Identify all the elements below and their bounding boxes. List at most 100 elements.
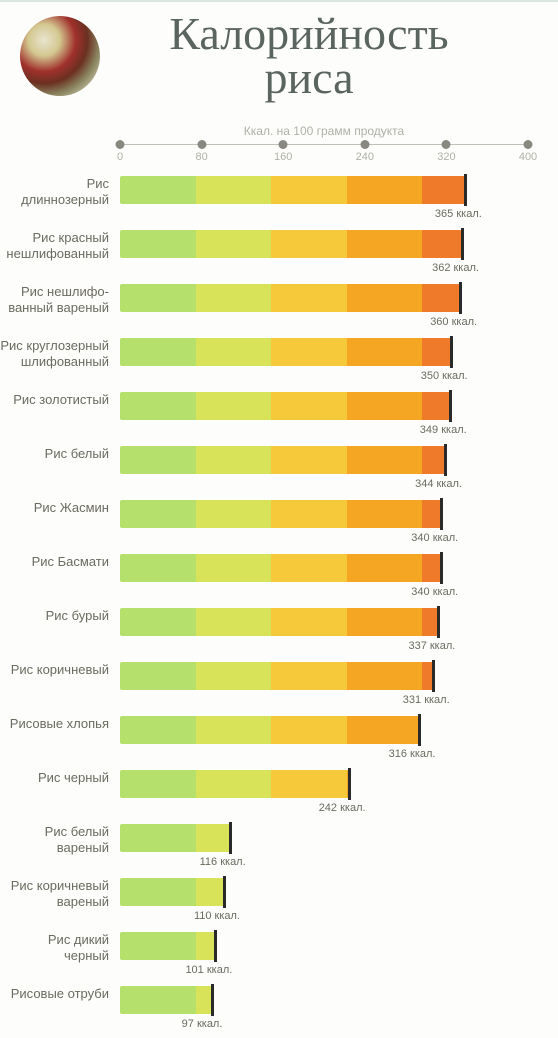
axis-tick-label: 240	[356, 151, 374, 163]
row-label: Рис белый вареный	[0, 824, 115, 855]
bar-end-tick	[464, 174, 467, 206]
row-label: Рис черный	[0, 770, 115, 786]
bar	[120, 986, 212, 1014]
bar-segment	[347, 176, 423, 204]
bar-segment	[271, 662, 347, 690]
bar-segment	[120, 338, 196, 366]
bar	[120, 662, 433, 690]
bar-segment	[271, 284, 347, 312]
bar-segment	[120, 608, 196, 636]
bar-segment	[196, 662, 272, 690]
row-label: Рис бурый	[0, 608, 115, 624]
axis-tick-label: 80	[195, 151, 207, 163]
bar-segment	[422, 284, 460, 312]
bar-row: Рис Жасмин 340 ккал.	[0, 498, 528, 552]
bar-end-tick	[461, 228, 464, 260]
bar-row: Рис золотистый 349 ккал.	[0, 390, 528, 444]
bar-row: Рисовые хлопья316 ккал.	[0, 714, 528, 768]
axis-dot	[279, 140, 288, 149]
value-label: 340 ккал.	[411, 532, 458, 544]
bar-segment	[196, 176, 272, 204]
row-label: Рис золотистый	[0, 392, 115, 408]
bar-segment	[120, 176, 196, 204]
bar-track: 350 ккал.	[120, 338, 498, 366]
bar	[120, 284, 460, 312]
bar-segment	[120, 932, 196, 960]
bar	[120, 878, 224, 906]
row-label: Рисовые отруби	[0, 986, 115, 1002]
bar-track: 110 ккал.	[120, 878, 498, 906]
bar-segment	[422, 608, 438, 636]
bar-row: Рис черный 242 ккал.	[0, 768, 528, 822]
bar-segment	[347, 500, 423, 528]
bar-segment	[422, 230, 462, 258]
axis-dot	[116, 140, 125, 149]
bar-segment	[347, 230, 423, 258]
bar-track: 349 ккал.	[120, 392, 498, 420]
bar-row: Рис бурый337 ккал.	[0, 606, 528, 660]
bar-segment	[120, 662, 196, 690]
value-label: 242 ккал.	[319, 802, 366, 814]
bar	[120, 392, 450, 420]
value-label: 110 ккал.	[194, 910, 240, 922]
bar-segment	[196, 770, 272, 798]
bar-segment	[196, 878, 224, 906]
bar	[120, 500, 441, 528]
bar-end-tick	[418, 714, 421, 746]
value-label: 360 ккал.	[430, 316, 477, 328]
bar-row: Рис Басмати340 ккал.	[0, 552, 528, 606]
value-label: 316 ккал.	[389, 748, 436, 760]
bar-row: Рис белый344 ккал.	[0, 444, 528, 498]
bar-track: 242 ккал.	[120, 770, 498, 798]
bar	[120, 338, 451, 366]
axis-dot	[360, 140, 369, 149]
bar-end-tick	[437, 606, 440, 638]
bar	[120, 176, 465, 204]
bar-track: 340 ккал.	[120, 500, 498, 528]
bar-segment	[347, 338, 423, 366]
bar-segment	[347, 662, 423, 690]
value-label: 101 ккал.	[185, 964, 232, 976]
bar-segment	[196, 824, 230, 852]
axis-dot	[197, 140, 206, 149]
bar-segment	[422, 446, 445, 474]
bar-segment	[196, 716, 272, 744]
bar	[120, 608, 438, 636]
bar-segment	[271, 500, 347, 528]
bar-segment	[422, 176, 465, 204]
value-label: 116 ккал.	[200, 856, 246, 868]
bar-segment	[120, 230, 196, 258]
bar-segment	[271, 608, 347, 636]
bar-track: 344 ккал.	[120, 446, 498, 474]
bar-segment	[120, 824, 196, 852]
value-label: 331 ккал.	[403, 694, 450, 706]
bar-segment	[196, 230, 272, 258]
bar-segment	[347, 608, 423, 636]
value-label: 97 ккал.	[182, 1018, 223, 1030]
bar-row: Рис коричневый331 ккал.	[0, 660, 528, 714]
axis-label: Ккал. на 100 грамм продукта	[120, 124, 528, 138]
bar-end-tick	[214, 930, 217, 962]
row-label: Рис нешлифо-ванный вареный	[0, 284, 115, 315]
bar-end-tick	[450, 336, 453, 368]
bar-end-tick	[440, 552, 443, 584]
bar-end-tick	[211, 984, 214, 1016]
value-label: 344 ккал.	[415, 478, 462, 490]
bar-segment	[422, 554, 441, 582]
bar-track: 316 ккал.	[120, 716, 498, 744]
axis-dot	[442, 140, 451, 149]
bar-segment	[196, 446, 272, 474]
row-label: Рис красный нешлифованный	[0, 230, 115, 261]
bar-segment	[271, 338, 347, 366]
row-label: Рис Жасмин	[0, 500, 115, 516]
bar-segment	[196, 338, 272, 366]
bar-segment	[120, 770, 196, 798]
bar-track: 340 ккал.	[120, 554, 498, 582]
value-label: 365 ккал.	[435, 208, 482, 220]
value-label: 349 ккал.	[420, 424, 467, 436]
bar-end-tick	[440, 498, 443, 530]
bar-segment	[196, 554, 272, 582]
x-axis: 080160240320400	[120, 144, 528, 164]
bar	[120, 230, 462, 258]
bar	[120, 770, 349, 798]
